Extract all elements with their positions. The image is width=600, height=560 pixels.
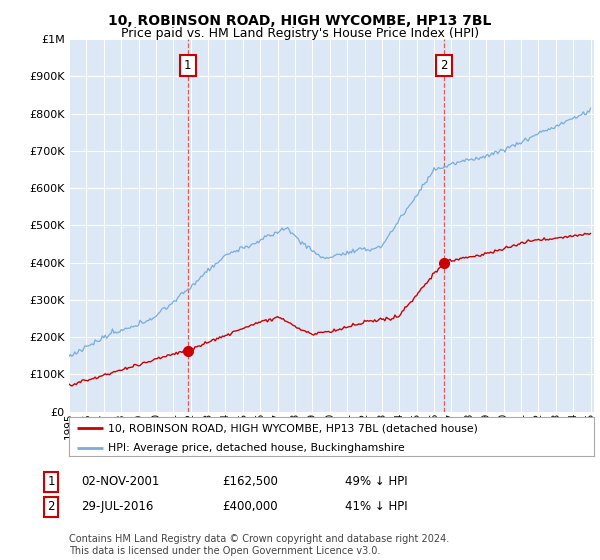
Text: 2: 2 (440, 59, 448, 72)
Text: 29-JUL-2016: 29-JUL-2016 (81, 500, 154, 514)
Text: Contains HM Land Registry data © Crown copyright and database right 2024.
This d: Contains HM Land Registry data © Crown c… (69, 534, 449, 556)
Text: £400,000: £400,000 (222, 500, 278, 514)
Text: £162,500: £162,500 (222, 475, 278, 488)
Text: 41% ↓ HPI: 41% ↓ HPI (345, 500, 407, 514)
Text: 10, ROBINSON ROAD, HIGH WYCOMBE, HP13 7BL: 10, ROBINSON ROAD, HIGH WYCOMBE, HP13 7B… (109, 14, 491, 28)
Text: 1: 1 (47, 475, 55, 488)
Text: 1: 1 (184, 59, 191, 72)
Text: 02-NOV-2001: 02-NOV-2001 (81, 475, 160, 488)
Text: 2: 2 (47, 500, 55, 514)
Text: Price paid vs. HM Land Registry's House Price Index (HPI): Price paid vs. HM Land Registry's House … (121, 27, 479, 40)
Text: 49% ↓ HPI: 49% ↓ HPI (345, 475, 407, 488)
Text: 10, ROBINSON ROAD, HIGH WYCOMBE, HP13 7BL (detached house): 10, ROBINSON ROAD, HIGH WYCOMBE, HP13 7B… (109, 423, 478, 433)
Text: HPI: Average price, detached house, Buckinghamshire: HPI: Average price, detached house, Buck… (109, 443, 405, 453)
